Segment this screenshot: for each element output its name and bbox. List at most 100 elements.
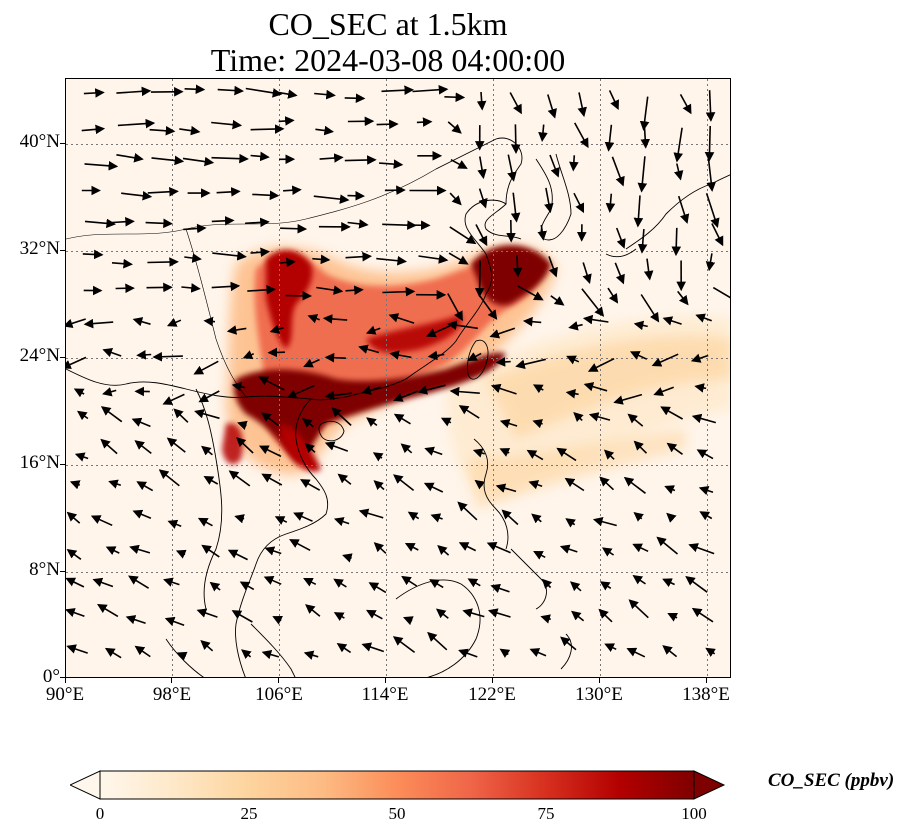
wind-arrow <box>102 348 122 358</box>
wind-arrow <box>368 582 387 594</box>
wind-arrow <box>691 413 717 424</box>
wind-arrow <box>705 647 716 657</box>
wind-arrow <box>685 576 708 593</box>
wind-arrow <box>66 608 85 618</box>
wind-arrow <box>651 353 679 367</box>
wind-arrow <box>695 313 712 323</box>
wind-arrow <box>245 217 270 228</box>
wind-arrow <box>538 124 548 142</box>
wind-arrow <box>267 347 285 358</box>
wind-arrow <box>440 417 452 427</box>
wind-arrow <box>673 127 683 163</box>
wind-arrow <box>366 417 378 427</box>
wind-arrow <box>486 541 511 554</box>
wind-arrow <box>162 393 185 405</box>
wind-arrow <box>147 186 179 197</box>
wind-arrow <box>313 194 350 204</box>
wind-arrow <box>569 581 582 592</box>
wind-arrow <box>706 155 716 192</box>
wind-arrow <box>307 314 320 324</box>
wind-arrow <box>403 616 414 626</box>
wind-arrow <box>241 649 252 660</box>
wind-arrow <box>84 160 119 171</box>
map-panel <box>65 78 731 678</box>
wind-arrow <box>478 294 498 320</box>
lat-tick-label: 8°N <box>29 559 60 580</box>
wind-arrow <box>231 610 253 623</box>
wind-arrow <box>501 509 519 526</box>
wind-arrow <box>261 649 280 660</box>
wind-arrow <box>125 615 146 625</box>
wind-arrow <box>388 313 415 324</box>
wind-arrow <box>528 480 543 490</box>
wind-arrow <box>531 513 542 524</box>
wind-arrow <box>691 607 714 623</box>
wind-arrow <box>604 124 615 152</box>
wind-arrow <box>489 327 516 339</box>
wind-arrow <box>372 452 384 462</box>
wind-arrow <box>302 418 314 428</box>
wind-arrow <box>583 382 608 392</box>
wind-arrow <box>418 254 449 264</box>
wind-arrow <box>615 227 626 249</box>
wind-arrow <box>430 513 443 523</box>
wind-arrow <box>573 192 585 214</box>
wind-arrow <box>673 163 684 181</box>
wind-arrow <box>100 438 118 455</box>
wind-arrow <box>289 539 311 552</box>
wind-arrow <box>444 92 466 103</box>
wind-arrow <box>163 577 180 587</box>
lat-tick-label: 32°N <box>19 238 60 259</box>
wind-arrow <box>426 325 451 338</box>
wind-arrow <box>626 647 646 658</box>
wind-arrow <box>588 412 611 422</box>
wind-arrow <box>365 609 383 620</box>
wind-arrow <box>627 413 644 427</box>
wind-arrow <box>696 449 714 460</box>
wind-arrow <box>547 94 557 119</box>
wind-arrow <box>550 295 565 306</box>
wind-arrow <box>458 405 480 419</box>
wind-arrow <box>548 256 558 278</box>
wind-arrow <box>705 253 716 272</box>
wind-arrow <box>711 223 724 247</box>
map-title: CO_SEC at 1.5km <box>268 6 508 42</box>
wind-arrow <box>149 125 176 136</box>
wind-arrow <box>427 350 445 361</box>
wind-arrow <box>449 386 480 397</box>
wind-arrow <box>274 516 288 525</box>
lon-tick-label: 130°E <box>575 684 623 705</box>
colorbar-label: CO_SEC (ppbv) <box>768 770 895 791</box>
wind-arrow <box>344 155 377 165</box>
wind-arrow <box>412 84 449 95</box>
colorbar-tick-label: 100 <box>681 804 707 823</box>
wind-arrow <box>389 350 412 360</box>
wind-arrow <box>247 285 277 295</box>
wind-arrow <box>533 550 546 560</box>
wind-arrow <box>393 474 415 492</box>
wind-arrow <box>303 577 317 587</box>
wind-arrow <box>145 218 173 229</box>
lon-tick-mark <box>65 678 66 683</box>
wind-arrow <box>66 356 87 369</box>
wind-arrow <box>74 452 89 462</box>
colorbar-tick-label: 75 <box>537 804 555 823</box>
wind-arrow <box>662 316 682 326</box>
colorbar-gradient <box>99 770 695 800</box>
wind-arrow <box>184 253 202 263</box>
wind-arrow <box>303 358 320 368</box>
wind-arrow <box>83 318 114 329</box>
wind-arrow <box>712 286 730 299</box>
wind-arrow <box>499 448 511 457</box>
wind-arrow <box>293 512 313 522</box>
wind-arrow <box>532 419 544 429</box>
wind-arrow <box>104 647 122 659</box>
lon-tick-label: 106°E <box>255 684 303 705</box>
coastlines <box>66 137 730 677</box>
wind-arrow <box>228 470 251 487</box>
wind-arrow <box>662 645 678 658</box>
lat-tick-label: 16°N <box>19 452 60 473</box>
wind-arrow <box>511 124 521 154</box>
lon-tick-mark <box>706 678 707 683</box>
wind-arrow <box>705 90 716 122</box>
